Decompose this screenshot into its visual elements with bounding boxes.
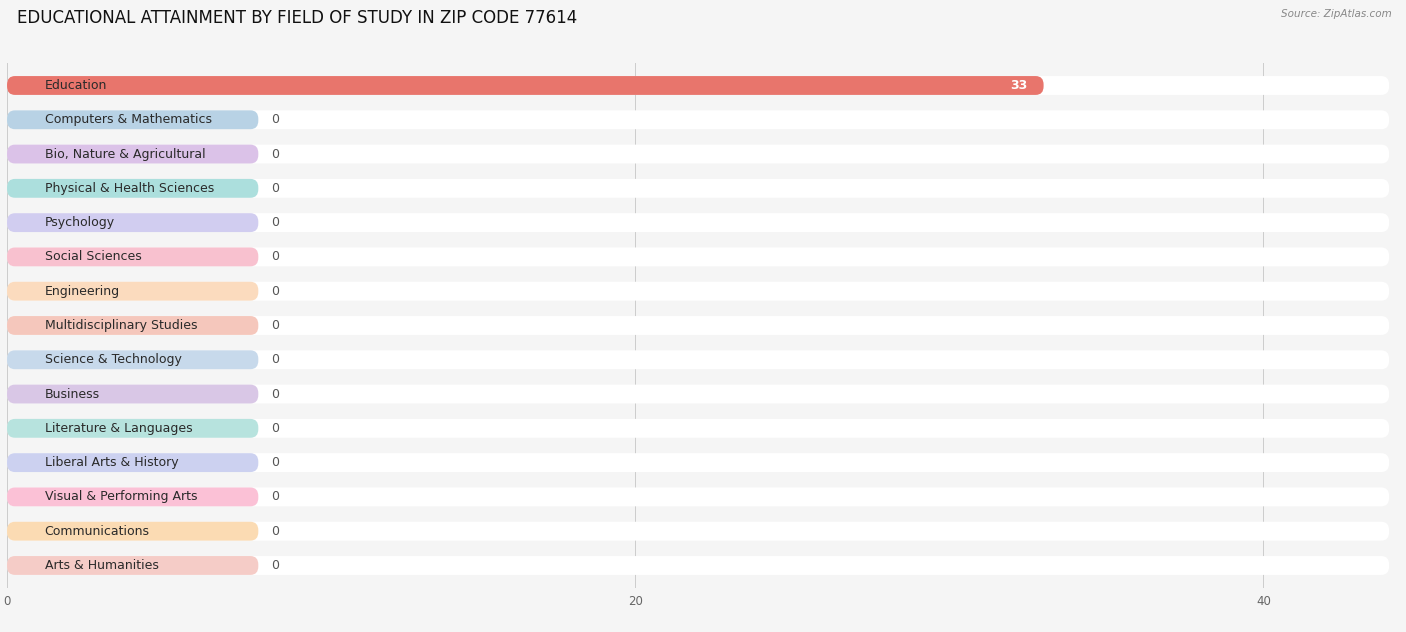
Text: Physical & Health Sciences: Physical & Health Sciences xyxy=(45,182,214,195)
Text: 0: 0 xyxy=(271,319,278,332)
FancyBboxPatch shape xyxy=(7,453,1389,472)
FancyBboxPatch shape xyxy=(7,179,1389,198)
Text: Social Sciences: Social Sciences xyxy=(45,250,142,264)
Text: Visual & Performing Arts: Visual & Performing Arts xyxy=(45,490,197,504)
FancyBboxPatch shape xyxy=(7,350,259,369)
Text: Liberal Arts & History: Liberal Arts & History xyxy=(45,456,179,469)
FancyBboxPatch shape xyxy=(7,522,259,540)
FancyBboxPatch shape xyxy=(7,316,259,335)
FancyBboxPatch shape xyxy=(7,76,1389,95)
Text: 0: 0 xyxy=(271,182,278,195)
Text: 0: 0 xyxy=(271,284,278,298)
Text: EDUCATIONAL ATTAINMENT BY FIELD OF STUDY IN ZIP CODE 77614: EDUCATIONAL ATTAINMENT BY FIELD OF STUDY… xyxy=(17,9,576,27)
FancyBboxPatch shape xyxy=(7,487,259,506)
Text: Multidisciplinary Studies: Multidisciplinary Studies xyxy=(45,319,197,332)
Text: Education: Education xyxy=(45,79,107,92)
Text: 0: 0 xyxy=(271,353,278,367)
Text: 0: 0 xyxy=(271,525,278,538)
Text: Science & Technology: Science & Technology xyxy=(45,353,181,367)
Text: 0: 0 xyxy=(271,147,278,161)
FancyBboxPatch shape xyxy=(7,385,259,403)
FancyBboxPatch shape xyxy=(7,145,259,164)
FancyBboxPatch shape xyxy=(7,316,1389,335)
FancyBboxPatch shape xyxy=(7,213,1389,232)
Text: 0: 0 xyxy=(271,490,278,504)
FancyBboxPatch shape xyxy=(7,213,259,232)
FancyBboxPatch shape xyxy=(7,248,1389,266)
FancyBboxPatch shape xyxy=(7,556,259,575)
FancyBboxPatch shape xyxy=(7,453,259,472)
FancyBboxPatch shape xyxy=(7,179,259,198)
FancyBboxPatch shape xyxy=(7,556,1389,575)
FancyBboxPatch shape xyxy=(7,350,1389,369)
FancyBboxPatch shape xyxy=(7,419,1389,438)
Text: Literature & Languages: Literature & Languages xyxy=(45,422,193,435)
FancyBboxPatch shape xyxy=(7,111,1389,129)
Text: Bio, Nature & Agricultural: Bio, Nature & Agricultural xyxy=(45,147,205,161)
Text: Source: ZipAtlas.com: Source: ZipAtlas.com xyxy=(1281,9,1392,20)
Text: Arts & Humanities: Arts & Humanities xyxy=(45,559,159,572)
FancyBboxPatch shape xyxy=(7,282,259,301)
Text: 0: 0 xyxy=(271,250,278,264)
FancyBboxPatch shape xyxy=(7,76,1043,95)
FancyBboxPatch shape xyxy=(7,522,1389,540)
Text: 0: 0 xyxy=(271,456,278,469)
FancyBboxPatch shape xyxy=(7,248,259,266)
FancyBboxPatch shape xyxy=(7,385,1389,403)
Text: Computers & Mathematics: Computers & Mathematics xyxy=(45,113,212,126)
Text: 0: 0 xyxy=(271,113,278,126)
FancyBboxPatch shape xyxy=(7,111,259,129)
FancyBboxPatch shape xyxy=(7,145,1389,164)
Text: 0: 0 xyxy=(271,387,278,401)
Text: Communications: Communications xyxy=(45,525,149,538)
Text: 0: 0 xyxy=(271,422,278,435)
Text: 33: 33 xyxy=(1011,79,1028,92)
FancyBboxPatch shape xyxy=(7,419,259,438)
FancyBboxPatch shape xyxy=(7,487,1389,506)
FancyBboxPatch shape xyxy=(7,282,1389,301)
Text: 0: 0 xyxy=(271,559,278,572)
Text: Psychology: Psychology xyxy=(45,216,115,229)
Text: Business: Business xyxy=(45,387,100,401)
Text: Engineering: Engineering xyxy=(45,284,120,298)
Text: 0: 0 xyxy=(271,216,278,229)
